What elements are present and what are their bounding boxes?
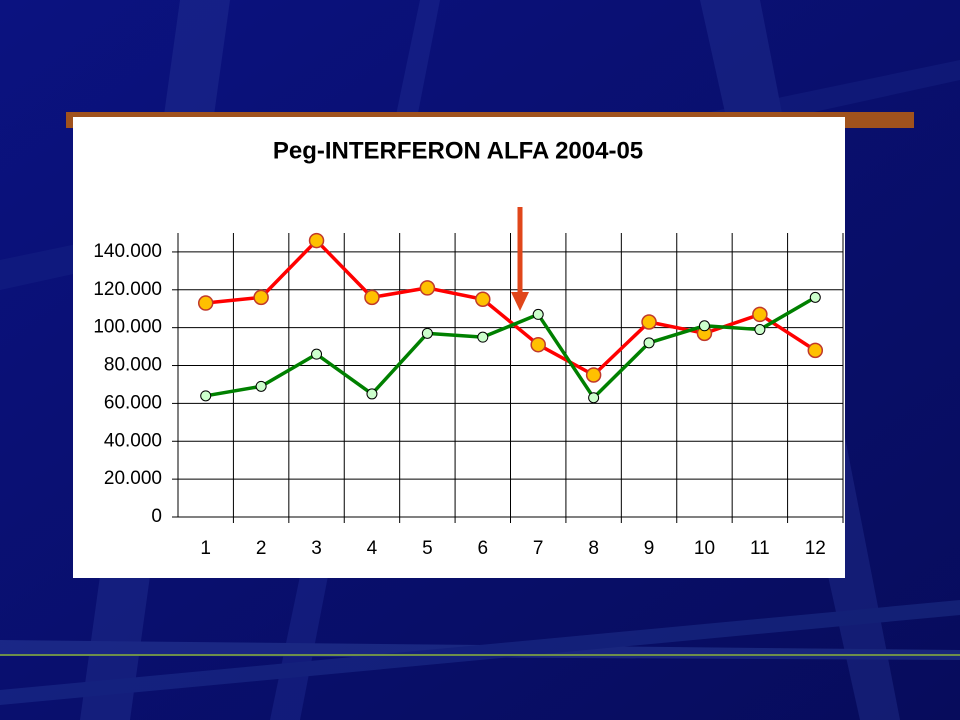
x-tick-label: 12 [805, 538, 826, 559]
x-tick-label: 4 [367, 538, 378, 559]
data-point [641, 314, 657, 330]
y-tick-label: 60.000 [104, 392, 162, 413]
data-point [421, 327, 433, 339]
y-tick-label: 0 [151, 506, 162, 527]
data-point [585, 367, 602, 383]
data-point [477, 331, 489, 343]
data-point [807, 342, 824, 359]
x-tick-label: 11 [750, 538, 770, 559]
y-tick-label: 120.000 [93, 279, 162, 300]
data-point [308, 232, 325, 249]
data-point [754, 324, 766, 336]
data-point [200, 390, 212, 402]
y-tick-label: 40.000 [104, 430, 162, 451]
data-point [311, 348, 323, 360]
data-point [530, 336, 546, 353]
plot-area: 0 20.000 40.000 60.000 80.000 100.000 120.000 1… [93, 232, 844, 559]
data-point [197, 295, 214, 311]
data-point [752, 306, 768, 323]
x-tick-label: 9 [644, 538, 655, 559]
data-point [366, 388, 378, 400]
x-tick-label: 5 [422, 538, 433, 559]
x-tick-label: 7 [533, 538, 544, 559]
data-point [588, 392, 600, 404]
data-point [475, 291, 491, 308]
x-tick-label: 8 [588, 538, 599, 559]
x-tick-label: 2 [256, 538, 267, 559]
data-point [698, 320, 710, 332]
x-tick-label: 10 [694, 538, 715, 559]
data-point [253, 289, 269, 306]
y-tick-label: 100.000 [93, 317, 162, 338]
x-tick-label: 3 [311, 538, 322, 559]
data-point [364, 289, 380, 306]
y-tick-label: 20.000 [104, 468, 162, 489]
x-tick-label: 6 [478, 538, 489, 559]
chart-title: Peg-INTERFERON ALFA 2004-05 [273, 137, 643, 164]
data-point [643, 337, 655, 349]
data-point [532, 308, 544, 320]
series-line [205, 238, 817, 377]
y-tick-label: 80.000 [104, 355, 162, 376]
series-line [205, 295, 817, 400]
x-tick-label: 1 [200, 538, 211, 559]
annotation-arrow [511, 207, 529, 311]
y-tick-label: 140.000 [93, 241, 162, 262]
data-point [419, 280, 436, 296]
data-point [255, 380, 267, 392]
data-point [809, 291, 821, 303]
